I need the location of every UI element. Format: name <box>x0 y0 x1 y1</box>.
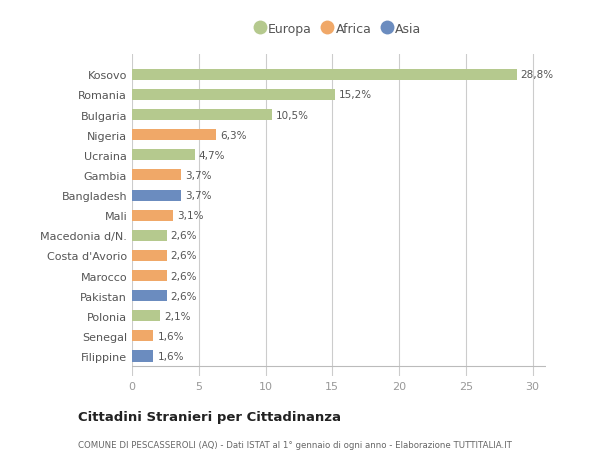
Text: 1,6%: 1,6% <box>157 331 184 341</box>
Bar <box>132 291 167 302</box>
Bar <box>132 270 167 281</box>
Bar <box>132 311 160 322</box>
Bar <box>132 130 216 141</box>
Bar <box>132 250 167 262</box>
Text: 4,7%: 4,7% <box>199 151 225 161</box>
Bar <box>132 330 154 341</box>
Bar <box>132 351 154 362</box>
Text: 15,2%: 15,2% <box>339 90 372 100</box>
Text: 1,6%: 1,6% <box>157 351 184 361</box>
Text: 3,1%: 3,1% <box>178 211 204 221</box>
Text: Cittadini Stranieri per Cittadinanza: Cittadini Stranieri per Cittadinanza <box>78 410 341 423</box>
Legend: Europa, Africa, Asia: Europa, Africa, Asia <box>257 23 421 36</box>
Bar <box>132 90 335 101</box>
Text: 2,6%: 2,6% <box>171 291 197 301</box>
Bar <box>132 170 181 181</box>
Text: 2,1%: 2,1% <box>164 311 191 321</box>
Bar <box>132 190 181 201</box>
Text: 3,7%: 3,7% <box>185 171 212 180</box>
Text: 28,8%: 28,8% <box>521 70 554 80</box>
Bar <box>132 230 167 241</box>
Bar <box>132 150 195 161</box>
Bar <box>132 210 173 221</box>
Bar <box>132 110 272 121</box>
Text: 6,3%: 6,3% <box>220 130 247 140</box>
Text: 2,6%: 2,6% <box>171 251 197 261</box>
Text: 3,7%: 3,7% <box>185 190 212 201</box>
Text: 2,6%: 2,6% <box>171 231 197 241</box>
Text: COMUNE DI PESCASSEROLI (AQ) - Dati ISTAT al 1° gennaio di ogni anno - Elaborazio: COMUNE DI PESCASSEROLI (AQ) - Dati ISTAT… <box>78 441 512 449</box>
Text: 10,5%: 10,5% <box>276 110 309 120</box>
Text: 2,6%: 2,6% <box>171 271 197 281</box>
Bar <box>132 70 517 81</box>
